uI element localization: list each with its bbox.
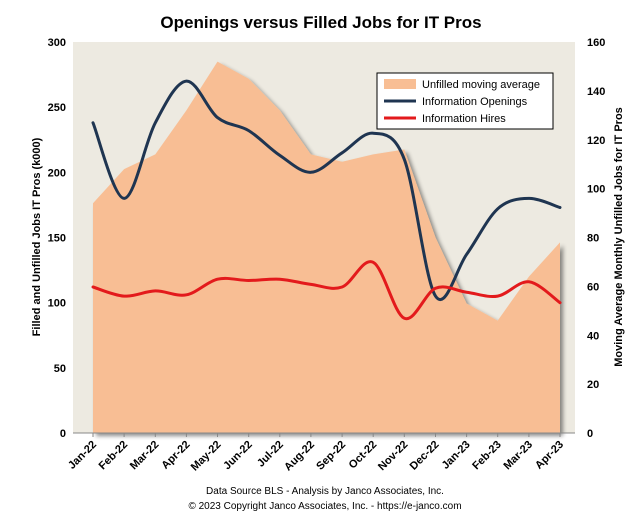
y-right-tick-label: 120 (587, 135, 605, 147)
y-left-tick-label: 0 (60, 428, 66, 440)
x-tick-label: Jan-23 (440, 439, 473, 472)
footer-copyright: © 2023 Copyright Janco Associates, Inc. … (188, 501, 461, 512)
x-tick-label: Oct-22 (347, 439, 380, 472)
series-line-information-openings (91, 79, 562, 301)
y-right-tick-label: 80 (587, 233, 599, 245)
legend-swatch-area (384, 79, 416, 89)
legend: Unfilled moving average Information Open… (376, 72, 554, 130)
footer-source: Data Source BLS - Analysis by Janco Asso… (206, 486, 444, 497)
x-tick-label: Aug-22 (282, 439, 317, 474)
x-tick-label: Apr-22 (159, 439, 192, 472)
x-tick-label: Sep-22 (314, 439, 348, 473)
x-tick-label: Feb-23 (470, 439, 504, 473)
y-left-tick-label: 200 (48, 167, 66, 179)
y-right-tick-label: 40 (587, 330, 599, 342)
y-left-tick-label: 50 (54, 363, 66, 375)
y-right-tick-label: 140 (587, 86, 605, 98)
y-right-tick-label: 100 (587, 184, 605, 196)
y-axis-right-label: Moving Average Monthly Unfilled Jobs for… (613, 107, 625, 367)
y-left-tick-label: 250 (48, 102, 66, 114)
series-line-information-hires (91, 260, 562, 320)
x-tick-label: Mar-23 (501, 439, 535, 473)
series-area-unfilled-moving-average (93, 61, 560, 433)
x-tick-label: Dec-22 (408, 439, 442, 473)
x-tick-label: Jun-22 (221, 439, 255, 473)
x-tick-label: Nov-22 (376, 439, 410, 473)
y-left-tick-label: 150 (48, 233, 66, 245)
x-tick-label: Feb-22 (97, 439, 131, 473)
y-right-tick-label: 60 (587, 281, 599, 293)
y-axis-left-label: Filled and Unfilled Jobs IT Pros (k000) (31, 137, 43, 336)
y-right-tick-label: 160 (587, 37, 605, 49)
y-left-tick-label: 300 (48, 37, 66, 49)
x-tick-label: Jan-22 (66, 439, 99, 472)
y-left-tick-label: 100 (48, 298, 66, 310)
legend-label-hires: Information Hires (422, 113, 506, 125)
legend-label-unfilled: Unfilled moving average (422, 79, 540, 91)
y-right-tick-label: 20 (587, 379, 599, 391)
x-tick-label: Apr-23 (533, 439, 566, 472)
x-tick-label: Mar-22 (128, 439, 162, 473)
x-tick-label: May-22 (189, 439, 224, 474)
legend-label-openings: Information Openings (422, 96, 528, 108)
y-right-tick-label: 0 (587, 428, 593, 440)
chart-title: Openings versus Filled Jobs for IT Pros (160, 13, 481, 32)
